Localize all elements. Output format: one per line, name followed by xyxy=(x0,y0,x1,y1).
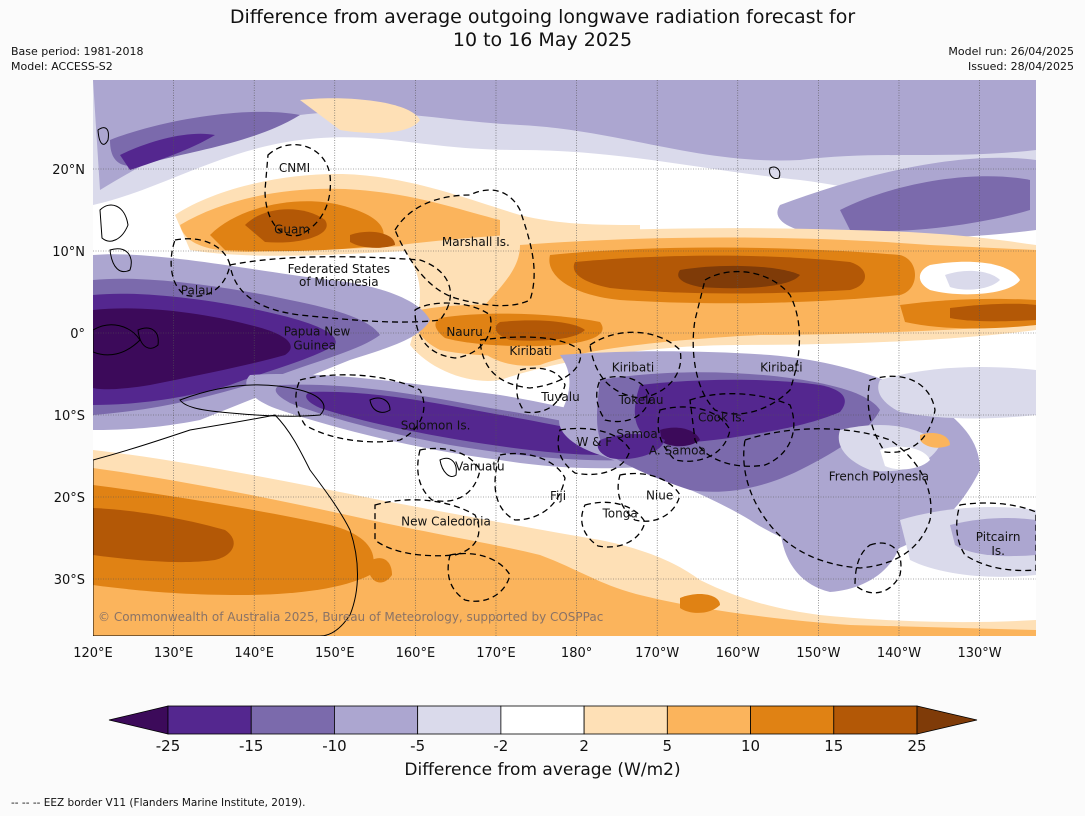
lat-tick-label: 10°N xyxy=(52,245,85,260)
lat-tick-label: 20°S xyxy=(54,491,85,506)
colorbar-bin xyxy=(583,705,668,735)
meta-right: Model run: 26/04/2025 Issued: 28/04/2025 xyxy=(948,44,1074,74)
colorbar-bin xyxy=(250,705,335,735)
colorbar-tick-label: 25 xyxy=(907,737,926,755)
lat-tick-label: 10°S xyxy=(54,409,85,424)
lon-tick-label: 140°E xyxy=(234,646,274,661)
lat-tick-label: 20°N xyxy=(52,163,85,178)
lon-tick-label: 160°W xyxy=(716,646,760,661)
anomaly-field xyxy=(93,80,1036,636)
lon-tick-label: 150°E xyxy=(315,646,355,661)
place-label: Tokelau xyxy=(618,393,664,407)
colorbar-bin xyxy=(750,705,835,735)
place-label: Tonga xyxy=(602,506,638,520)
lat-tick-label: 30°S xyxy=(54,573,85,588)
eez-footnote: -- -- -- EEZ border V11 (Flanders Marine… xyxy=(11,797,306,809)
lon-tick-label: 150°W xyxy=(796,646,840,661)
meta-left: Base period: 1981-2018 Model: ACCESS-S2 xyxy=(11,44,143,74)
colorbar-caption: Difference from average (W/m2) xyxy=(404,760,681,780)
place-label: Cook Is. xyxy=(698,410,745,424)
colorbar-bin xyxy=(833,705,918,735)
place-label: W & F xyxy=(576,435,612,449)
place-label: CNMI xyxy=(279,161,310,175)
eez-borders xyxy=(170,144,1036,602)
colorbar-tick-label: -15 xyxy=(239,737,264,755)
place-label: Is. xyxy=(991,544,1005,558)
place-label: New Caledonia xyxy=(401,515,491,529)
title-line-2: 10 to 16 May 2025 xyxy=(452,29,633,51)
lon-tick-label: 130°E xyxy=(154,646,194,661)
lon-tick-label: 130°W xyxy=(957,646,1001,661)
lon-tick-label: 140°W xyxy=(877,646,921,661)
place-label: Niue xyxy=(646,488,673,502)
latitude-axis-labels: 20°N 10°N 0° 10°S 20°S 30°S xyxy=(52,163,85,588)
colorbar-bin xyxy=(167,705,252,735)
colorbar-tick-label: 15 xyxy=(824,737,843,755)
place-label: A. Samoa xyxy=(649,443,706,457)
lon-tick-label: 170°E xyxy=(476,646,516,661)
place-label: Kiribati xyxy=(760,360,802,374)
chart-title: Difference from average outgoing longwav… xyxy=(0,6,1085,52)
lon-tick-label: 120°E xyxy=(73,646,113,661)
place-label: Tuvalu xyxy=(540,390,580,404)
longitude-axis-labels: 120°E 130°E 140°E 150°E 160°E 170°E 180° 170°W 1… xyxy=(73,646,1002,661)
colorbar-bin xyxy=(417,705,502,735)
colorbar-bins xyxy=(108,705,978,735)
colorbar-tick-label: -2 xyxy=(493,737,508,755)
colorbar-bin xyxy=(334,705,419,735)
copyright-notice: © Commonwealth of Australia 2025, Bureau… xyxy=(98,610,603,624)
colorbar-tick-label: 10 xyxy=(741,737,760,755)
lon-tick-label: 180° xyxy=(561,646,592,661)
colorbar-tick-labels: -25 -15 -10 -5 -2 2 5 10 15 25 xyxy=(156,737,927,755)
title-line-1: Difference from average outgoing longwav… xyxy=(229,6,856,28)
graticule xyxy=(93,80,1036,636)
place-label: Palau xyxy=(181,283,213,297)
colorbar-tick-label: -25 xyxy=(156,737,181,755)
model-run: Model run: 26/04/2025 xyxy=(948,45,1074,58)
place-label: of Micronesia xyxy=(299,275,379,289)
lat-tick-label: 0° xyxy=(70,327,85,342)
base-period: Base period: 1981-2018 xyxy=(11,45,144,58)
place-label: Solomon Is. xyxy=(401,419,471,433)
colorbar-tick-label: -10 xyxy=(322,737,347,755)
place-label: Nauru xyxy=(446,325,482,339)
place-label: Guam xyxy=(274,223,310,237)
place-label: Samoa xyxy=(616,427,657,441)
place-label: Marshall Is. xyxy=(442,235,510,249)
place-label: Kiribati xyxy=(509,344,551,358)
coastlines xyxy=(93,127,781,636)
place-label: Pitcairn xyxy=(976,530,1021,544)
colorbar-extend-low xyxy=(108,705,169,735)
place-label: French Polynesia xyxy=(829,470,929,484)
colorbar-tick-label: 2 xyxy=(579,737,589,755)
place-label: Vanuatu xyxy=(455,460,505,474)
place-label: Guinea xyxy=(293,338,336,352)
place-label: Papua New xyxy=(284,324,351,338)
colorbar-bin xyxy=(666,705,751,735)
lon-tick-label: 160°E xyxy=(396,646,436,661)
colorbar-tick-label: 5 xyxy=(663,737,673,755)
place-label: Federated States xyxy=(288,262,390,276)
colorbar-bin xyxy=(500,705,585,735)
issued-date: Issued: 28/04/2025 xyxy=(967,60,1074,73)
place-label: Fiji xyxy=(550,489,566,503)
colorbar-extend-high xyxy=(916,705,978,735)
colorbar-tick-label: -5 xyxy=(410,737,425,755)
place-label: Kiribati xyxy=(612,360,654,374)
model-name: Model: ACCESS-S2 xyxy=(11,60,113,73)
lon-tick-label: 170°W xyxy=(635,646,679,661)
